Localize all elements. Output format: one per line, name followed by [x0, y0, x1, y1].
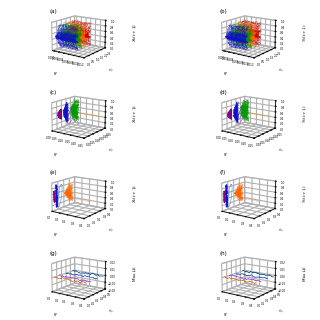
X-axis label: $g$: $g$: [223, 151, 228, 158]
Y-axis label: $r_1$: $r_1$: [108, 66, 116, 75]
Y-axis label: $r_1$: $r_1$: [277, 307, 285, 316]
Text: (b): (b): [220, 9, 228, 14]
X-axis label: $g$: $g$: [223, 311, 228, 318]
Text: (c): (c): [50, 90, 57, 95]
Y-axis label: $r_1$: $r_1$: [277, 66, 285, 75]
Text: (e): (e): [50, 170, 57, 175]
Text: (a): (a): [50, 9, 57, 14]
Text: (d): (d): [220, 90, 228, 95]
Y-axis label: $r_1$: $r_1$: [277, 227, 285, 236]
X-axis label: $g$: $g$: [53, 231, 58, 238]
X-axis label: $g$: $g$: [53, 151, 58, 158]
X-axis label: $g$: $g$: [53, 70, 58, 77]
Y-axis label: $r_1$: $r_1$: [108, 146, 116, 155]
Text: (h): (h): [220, 251, 228, 256]
X-axis label: $g$: $g$: [53, 311, 58, 318]
Y-axis label: $r_1$: $r_1$: [277, 146, 285, 155]
Y-axis label: $r_1$: $r_1$: [108, 307, 116, 316]
Text: (g): (g): [50, 251, 57, 256]
Y-axis label: $r_1$: $r_1$: [108, 227, 116, 236]
X-axis label: $g$: $g$: [223, 231, 228, 238]
Text: (f): (f): [220, 170, 226, 175]
X-axis label: $g$: $g$: [223, 70, 228, 77]
